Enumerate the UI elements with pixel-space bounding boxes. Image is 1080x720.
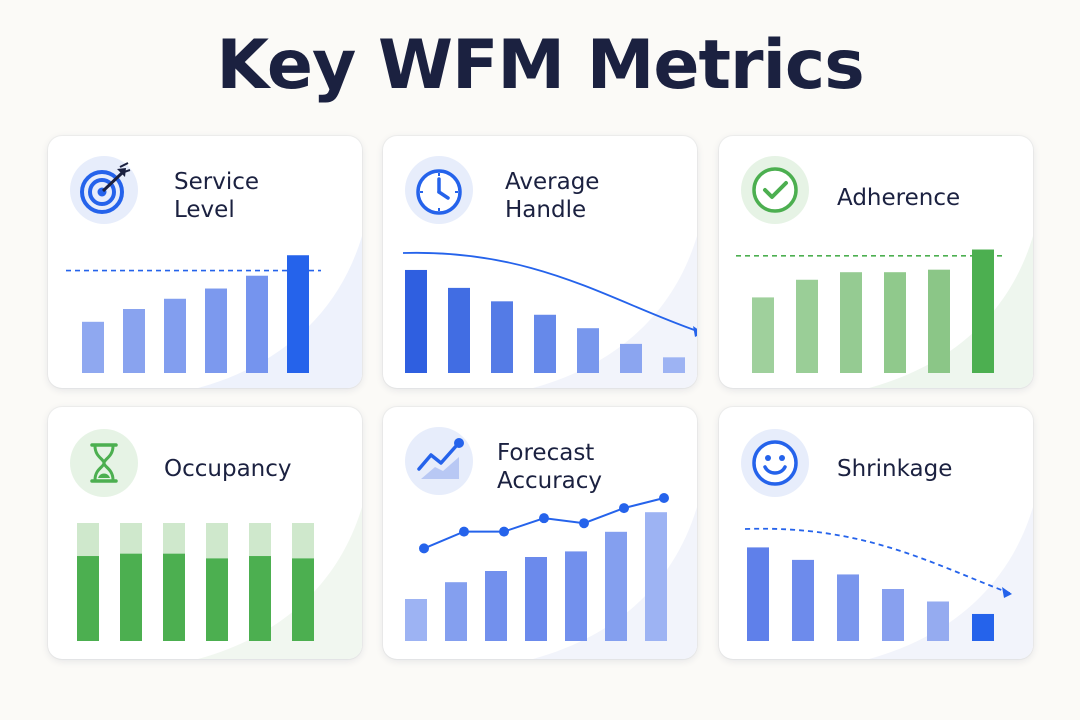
bar: [565, 551, 587, 641]
bar: [491, 301, 513, 373]
adherence-chart: [736, 249, 1006, 373]
bar: [164, 298, 186, 373]
card-adherence: Adherence: [719, 136, 1033, 388]
trend-arrowhead: [693, 326, 697, 337]
accuracy-point: [619, 503, 629, 514]
accuracy-point: [539, 513, 549, 524]
card-title-line: Accuracy: [497, 468, 603, 494]
bar: [882, 589, 904, 641]
accuracy-point: [579, 518, 589, 529]
card-background-wash: [198, 507, 362, 659]
check-circle-icon: [752, 167, 798, 213]
occupied-bar: [163, 553, 185, 641]
card-service-level: Service Level: [48, 136, 362, 388]
accuracy-point: [459, 526, 469, 537]
card-title-occupancy: Occupancy: [164, 455, 292, 483]
bar: [752, 297, 774, 373]
card-forecast-accuracy: Forecast Accuracy: [383, 407, 697, 659]
bar: [82, 321, 104, 373]
bar: [405, 599, 427, 641]
bar: [927, 601, 949, 641]
bar: [796, 279, 818, 373]
card-title-line: Adherence: [837, 185, 961, 211]
average-handle-chart: [402, 251, 697, 373]
bar: [287, 255, 309, 373]
icon-badge: [405, 427, 473, 495]
clock-icon: [416, 169, 462, 215]
bar: [747, 547, 769, 641]
accuracy-point: [419, 543, 429, 554]
bar: [577, 328, 599, 373]
trend-arrowhead: [1002, 587, 1012, 598]
bar: [448, 287, 470, 373]
icon-badge: [741, 156, 809, 224]
bar: [645, 512, 667, 641]
card-title-line: Handle: [505, 197, 587, 223]
accuracy-point: [659, 493, 669, 503]
page-title: Key WFM Metrics: [216, 26, 864, 105]
shrinkage-chart: [744, 527, 1013, 641]
occupied-bar: [77, 556, 99, 641]
bar: [605, 531, 627, 641]
card-title-adherence: Adherence: [837, 184, 960, 212]
forecast-accuracy-chart: [405, 493, 669, 641]
service-level-chart: [66, 255, 321, 373]
card-title-average-handle: Average Handle: [505, 168, 599, 224]
card-title-line: Level: [174, 197, 235, 223]
icon-badge: [741, 429, 809, 497]
hourglass-icon: [90, 443, 118, 483]
bar: [123, 309, 145, 373]
occupancy-chart: [77, 523, 314, 641]
bar: [405, 269, 427, 373]
card-title-service-level: Service Level: [174, 168, 259, 224]
bar: [928, 269, 950, 373]
card-title-line: Average: [505, 169, 600, 195]
bar: [884, 272, 906, 373]
card-average-handle: Average Handle: [383, 136, 697, 388]
card-background-wash: [533, 236, 697, 388]
card-title-line: Service: [174, 169, 260, 195]
card-title-forecast-accuracy: Forecast Accuracy: [497, 439, 602, 495]
bar: [525, 557, 547, 641]
bar: [840, 272, 862, 373]
card-title-line: Shrinkage: [837, 456, 953, 482]
icon-badge: [405, 156, 473, 224]
bar: [205, 288, 227, 373]
bar: [837, 574, 859, 641]
trend-line: [744, 527, 1013, 595]
card-shrinkage: Shrinkage: [719, 407, 1033, 659]
bar: [445, 582, 467, 641]
card-occupancy: Occupancy: [48, 407, 362, 659]
card-title-shrinkage: Shrinkage: [837, 455, 952, 483]
occupied-bar: [120, 553, 142, 641]
bar: [972, 249, 994, 373]
card-title-line: Forecast: [497, 440, 595, 466]
bar: [534, 314, 556, 373]
bar: [792, 559, 814, 641]
occupied-bar: [206, 558, 228, 641]
bar: [485, 571, 507, 641]
accuracy-point: [499, 526, 509, 537]
occupied-bar: [249, 556, 271, 641]
smiley-icon: [752, 440, 798, 486]
card-title-line: Occupancy: [164, 456, 292, 482]
card-background-wash: [198, 236, 362, 388]
bar: [663, 357, 685, 373]
bar: [246, 275, 268, 373]
occupied-bar: [292, 558, 314, 641]
target-arrow-icon: [80, 162, 131, 214]
bar: [972, 613, 994, 641]
trend-line: [402, 251, 697, 332]
trend-up-icon: [417, 438, 464, 479]
icon-badge: [70, 429, 138, 497]
bar: [620, 343, 642, 373]
icon-badge: [70, 156, 138, 224]
